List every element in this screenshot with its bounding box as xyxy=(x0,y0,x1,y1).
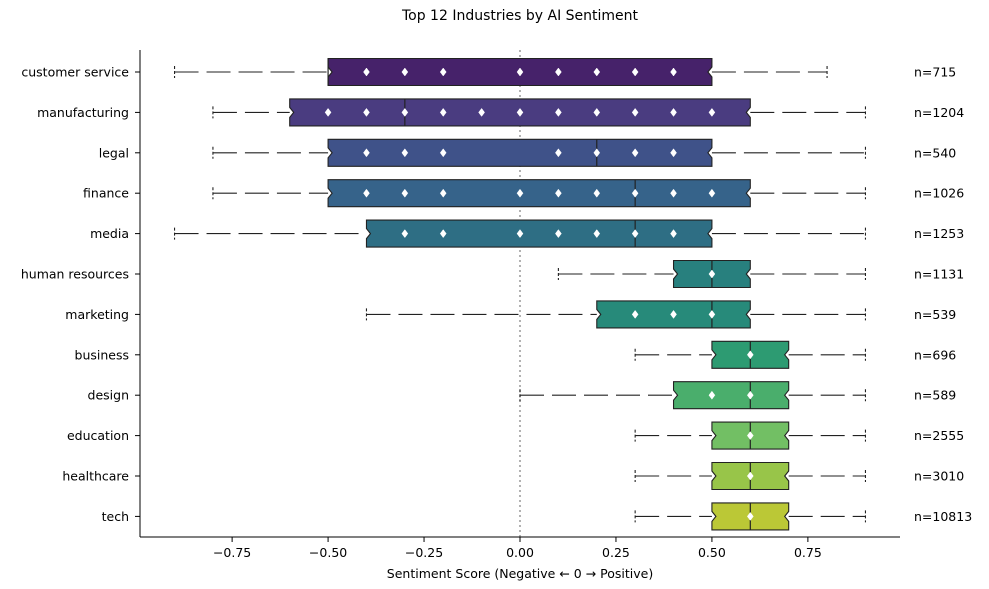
data-point xyxy=(746,511,754,521)
count-label: n=715 xyxy=(914,65,956,80)
data-point xyxy=(631,229,639,239)
data-point xyxy=(593,67,601,77)
data-point xyxy=(631,107,639,117)
box xyxy=(365,219,713,248)
box xyxy=(327,138,713,167)
data-point xyxy=(631,188,639,198)
data-point xyxy=(631,309,639,319)
data-point xyxy=(439,67,447,77)
count-label: n=1253 xyxy=(914,226,964,241)
count-label: n=1131 xyxy=(914,267,964,282)
data-point xyxy=(401,67,409,77)
y-tick-label: business xyxy=(75,347,129,362)
y-tick-label: media xyxy=(90,226,129,241)
data-point xyxy=(670,188,677,198)
data-point xyxy=(363,67,370,77)
data-point xyxy=(555,107,562,117)
data-point xyxy=(593,188,601,198)
data-point xyxy=(746,431,754,441)
count-label: n=696 xyxy=(914,347,956,362)
chart-title: Top 12 Industries by AI Sentiment xyxy=(401,8,639,24)
data-point xyxy=(439,229,447,239)
x-tick-label: −0.25 xyxy=(405,545,443,560)
data-point xyxy=(746,350,754,360)
y-tick-label: healthcare xyxy=(62,469,129,484)
data-point xyxy=(555,229,562,239)
data-point xyxy=(746,471,754,481)
data-point xyxy=(708,107,716,117)
data-point xyxy=(324,107,332,117)
x-tick-label: −0.75 xyxy=(213,545,251,560)
y-tick-label: customer service xyxy=(21,65,129,80)
data-point xyxy=(516,229,524,239)
x-tick-label: 0.00 xyxy=(506,545,534,560)
data-point xyxy=(708,390,716,400)
x-tick-label: −0.50 xyxy=(309,545,347,560)
data-point xyxy=(401,229,409,239)
data-point xyxy=(516,67,524,77)
x-tick-label: 0.50 xyxy=(698,545,726,560)
data-point xyxy=(555,188,562,198)
y-tick-label: design xyxy=(88,388,129,403)
x-tick-label: 0.25 xyxy=(602,545,630,560)
data-point xyxy=(401,148,409,158)
x-tick-label: 0.75 xyxy=(794,545,822,560)
count-label: n=589 xyxy=(914,388,956,403)
data-point xyxy=(670,309,677,319)
data-point xyxy=(670,107,677,117)
data-point xyxy=(593,148,601,158)
box xyxy=(672,381,790,410)
data-point xyxy=(670,148,677,158)
data-point xyxy=(746,390,754,400)
count-label: n=539 xyxy=(914,307,956,322)
data-point xyxy=(555,148,562,158)
data-point xyxy=(555,67,562,77)
data-point xyxy=(401,107,409,117)
data-point xyxy=(631,67,639,77)
count-label: n=2555 xyxy=(914,428,964,443)
data-point xyxy=(708,188,716,198)
data-point xyxy=(401,188,409,198)
box xyxy=(327,179,751,208)
y-tick-label: finance xyxy=(83,186,129,201)
data-point xyxy=(363,107,370,117)
data-point xyxy=(516,188,524,198)
x-axis-label: Sentiment Score (Negative ← 0 → Positive… xyxy=(387,566,653,581)
data-point xyxy=(516,107,524,117)
y-tick-label: human resources xyxy=(21,267,129,282)
y-tick-label: legal xyxy=(99,145,129,160)
data-point xyxy=(439,188,447,198)
data-point xyxy=(439,107,447,117)
data-point xyxy=(363,188,370,198)
count-label: n=1026 xyxy=(914,186,964,201)
data-point xyxy=(670,229,677,239)
y-tick-label: marketing xyxy=(65,307,129,322)
count-label: n=10813 xyxy=(914,509,972,524)
data-point xyxy=(439,148,447,158)
y-tick-label: manufacturing xyxy=(37,105,129,120)
data-point xyxy=(670,67,677,77)
data-point xyxy=(708,309,716,319)
data-point xyxy=(631,148,639,158)
y-tick-label: education xyxy=(67,428,129,443)
data-point xyxy=(708,269,716,279)
data-point xyxy=(593,229,601,239)
data-point xyxy=(478,107,485,117)
count-label: n=1204 xyxy=(914,105,964,120)
data-point xyxy=(593,107,601,117)
count-label: n=540 xyxy=(914,145,956,160)
data-point xyxy=(363,148,370,158)
y-tick-label: tech xyxy=(102,509,129,524)
count-label: n=3010 xyxy=(914,469,964,484)
